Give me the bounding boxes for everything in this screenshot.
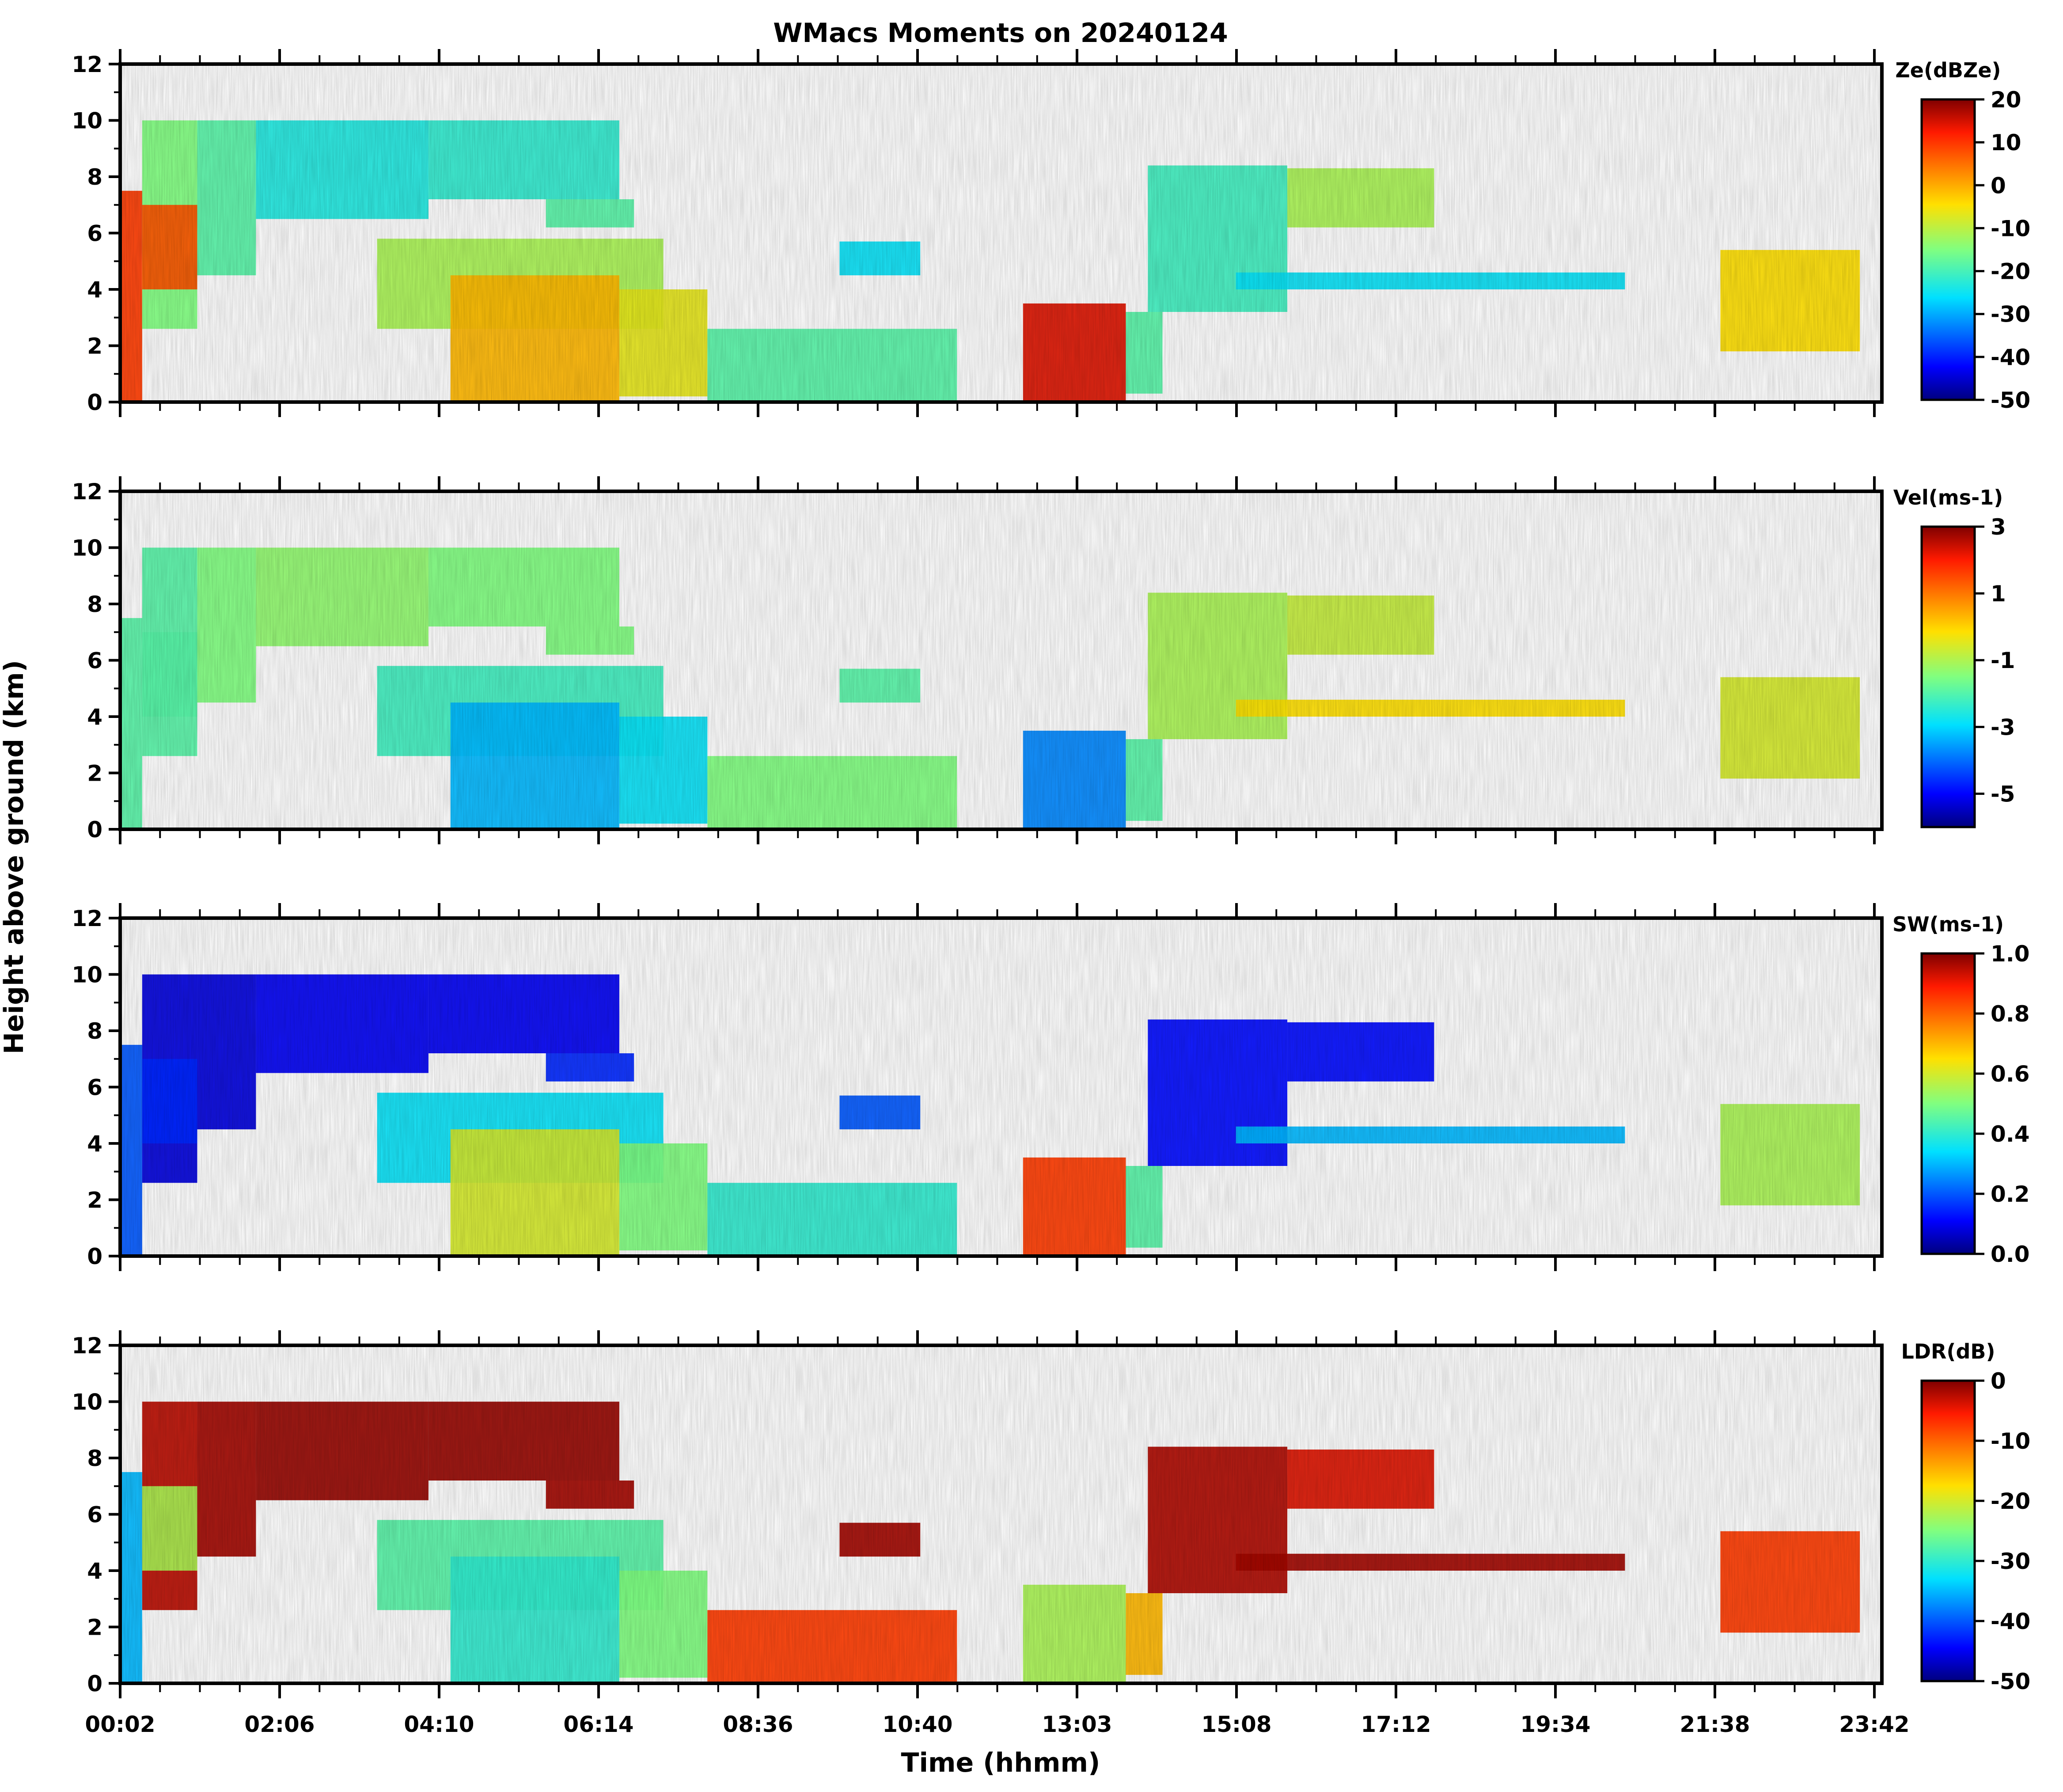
heatmap-ldr xyxy=(120,1345,1882,1683)
y-tick-label: 6 xyxy=(87,221,102,247)
y-tick-label: 12 xyxy=(72,906,102,931)
y-tick-label: 2 xyxy=(87,1615,102,1640)
x-tick-label: 15:08 xyxy=(1201,1712,1271,1737)
colorbar-tick-label: -30 xyxy=(1991,302,2030,327)
y-tick-label: 0 xyxy=(87,1244,102,1269)
x-tick-label: 23:42 xyxy=(1839,1712,1909,1737)
colorbar-tick-label: -3 xyxy=(1991,714,2015,740)
texture xyxy=(120,918,1882,1256)
colorbar-label: Vel(ms-1) xyxy=(1893,486,2003,509)
y-tick-label: 8 xyxy=(87,164,102,190)
colorbar-tick-label: 0 xyxy=(1991,173,2006,198)
y-tick-label: 10 xyxy=(72,108,102,134)
y-tick-label: 6 xyxy=(87,648,102,674)
colorbar-tick-label: -20 xyxy=(1991,259,2030,285)
colorbar-tick-label: -30 xyxy=(1991,1549,2030,1574)
y-tick-label: 4 xyxy=(87,277,102,303)
chart-title: WMacs Moments on 20240124 xyxy=(773,18,1228,49)
y-tick-label: 0 xyxy=(87,1671,102,1697)
colorbar xyxy=(1920,98,1976,401)
colorbar-tick-label: 1 xyxy=(1991,581,2006,607)
y-tick-label: 8 xyxy=(87,1018,102,1044)
colorbar-tick-label: 1.0 xyxy=(1991,941,2030,967)
colorbar-tick-label: -20 xyxy=(1991,1488,2030,1514)
texture xyxy=(120,64,1882,402)
panel-sw: 0 2 4 6 8 10 12 SW(ms-1) 1.0 0.8 0.6 0.4 0.2 0.0 xyxy=(72,903,2030,1271)
x-tick-label: 06:14 xyxy=(563,1712,633,1737)
heatmap-sw xyxy=(120,918,1882,1256)
x-tick-label: 10:40 xyxy=(882,1712,952,1737)
y-axis-label: Height above ground (km) xyxy=(0,660,30,1054)
x-axis-label: Time (hhmm) xyxy=(901,1747,1100,1778)
x-tick-label: 02:06 xyxy=(244,1712,315,1737)
colorbar xyxy=(1920,1379,1976,1682)
colorbar-tick-label: -40 xyxy=(1991,345,2030,370)
heatmap-vel xyxy=(120,491,1882,829)
y-tick-label: 12 xyxy=(72,52,102,77)
panel-ze: 0 2 4 6 8 10 12 Ze(dBZe) 20 10 0 -10 -20 -30 -40 -50 xyxy=(72,49,2030,417)
colorbar-tick-label: 0.4 xyxy=(1991,1121,2030,1147)
colorbar-tick-label: -40 xyxy=(1991,1609,2030,1634)
panel-ldr: 0 2 4 6 8 10 12 00:02 02:06 04:10 06:14 08:36 10:40 1… xyxy=(72,1330,2030,1737)
colorbar-tick-label: -10 xyxy=(1991,1428,2030,1454)
colorbar-label: Ze(dBZe) xyxy=(1895,58,2001,82)
colorbar xyxy=(1920,525,1976,828)
y-tick-label: 10 xyxy=(72,535,102,561)
heatmap-ze xyxy=(120,64,1882,402)
x-tick-label: 04:10 xyxy=(404,1712,474,1737)
x-tick-label: 21:38 xyxy=(1680,1712,1750,1737)
colorbar-label: SW(ms-1) xyxy=(1892,912,2004,936)
x-tick-label: 19:34 xyxy=(1520,1712,1590,1737)
panel-vel: 0 2 4 6 8 10 12 Vel(ms-1) 3 1 -1 -3 -5 xyxy=(72,476,2015,844)
colorbar-tick-label: -10 xyxy=(1991,216,2030,241)
colorbar-tick-label: 0 xyxy=(1991,1368,2006,1394)
y-tick-label: 12 xyxy=(72,1333,102,1359)
y-tick-label: 2 xyxy=(87,1188,102,1213)
colorbar-tick-label: 10 xyxy=(1991,130,2021,156)
y-tick-label: 2 xyxy=(87,334,102,359)
colorbar-tick-label: 0.6 xyxy=(1991,1061,2030,1087)
y-tick-label: 8 xyxy=(87,592,102,617)
y-tick-label: 10 xyxy=(72,1390,102,1415)
y-tick-label: 4 xyxy=(87,704,102,730)
y-tick-label: 8 xyxy=(87,1446,102,1471)
colorbar-tick-label: 0.8 xyxy=(1991,1001,2030,1027)
y-tick-label: 0 xyxy=(87,817,102,843)
y-tick-label: 4 xyxy=(87,1131,102,1157)
colorbar xyxy=(1920,952,1976,1255)
colorbar-tick-label: 3 xyxy=(1991,514,2006,540)
x-tick-label: 13:03 xyxy=(1042,1712,1112,1737)
x-tick-label: 00:02 xyxy=(85,1712,155,1737)
y-tick-label: 0 xyxy=(87,390,102,415)
colorbar-tick-label: -50 xyxy=(1991,1669,2030,1694)
y-tick-label: 2 xyxy=(87,761,102,786)
colorbar-tick-label: 0.0 xyxy=(1991,1241,2030,1267)
y-tick-label: 4 xyxy=(87,1558,102,1584)
colorbar-tick-label: -5 xyxy=(1991,781,2015,807)
texture xyxy=(120,1345,1882,1683)
y-tick-label: 6 xyxy=(87,1502,102,1528)
y-tick-label: 6 xyxy=(87,1075,102,1101)
y-tick-label: 12 xyxy=(72,479,102,505)
y-tick-label: 10 xyxy=(72,962,102,988)
x-tick-label: 08:36 xyxy=(723,1712,793,1737)
colorbar-tick-label: 20 xyxy=(1991,87,2021,113)
colorbar-label: LDR(dB) xyxy=(1901,1340,1995,1363)
colorbar-tick-label: 0.2 xyxy=(1991,1181,2030,1207)
colorbar-tick-label: -50 xyxy=(1991,387,2030,413)
colorbar-tick-label: -1 xyxy=(1991,648,2015,673)
texture xyxy=(120,491,1882,829)
x-tick-label: 17:12 xyxy=(1361,1712,1431,1737)
